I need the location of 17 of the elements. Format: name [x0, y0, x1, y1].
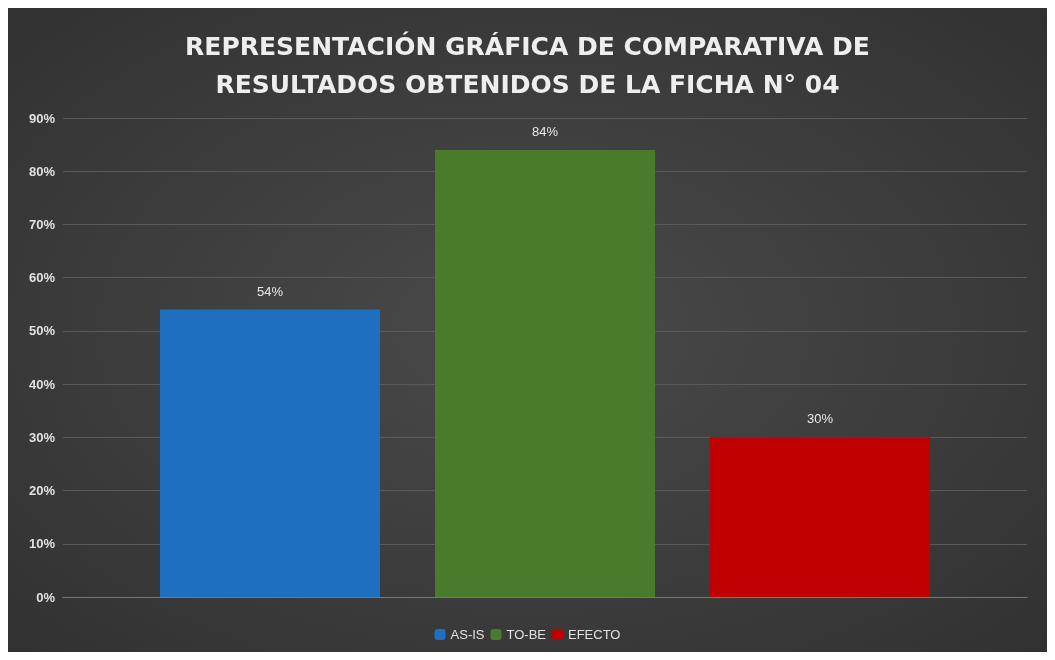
legend-label: TO-BE: [506, 627, 547, 642]
y-tick-label: 70%: [28, 216, 56, 232]
legend-label: EFECTO: [567, 627, 621, 642]
y-tick-label: 80%: [28, 163, 56, 179]
y-tick-label: 40%: [28, 376, 56, 392]
y-tick-label: 90%: [28, 110, 56, 126]
y-tick-label: 20%: [28, 483, 56, 499]
data-label: 30%: [806, 411, 834, 427]
legend-label: AS-IS: [450, 627, 485, 642]
data-label: 84%: [531, 123, 559, 139]
y-tick-label: 50%: [28, 323, 56, 339]
y-tick-label: 10%: [28, 536, 56, 552]
y-tick-label: 0%: [36, 589, 56, 605]
y-tick-label: 60%: [28, 270, 56, 286]
y-tick-label: 30%: [28, 429, 56, 445]
data-label: 54%: [256, 283, 284, 299]
chart-title: REPRESENTACIÓN GRÁFICA DE COMPARATIVA DE RESULTADOS OBTENIDOS DE LA FICHA N° 04: [185, 30, 870, 99]
